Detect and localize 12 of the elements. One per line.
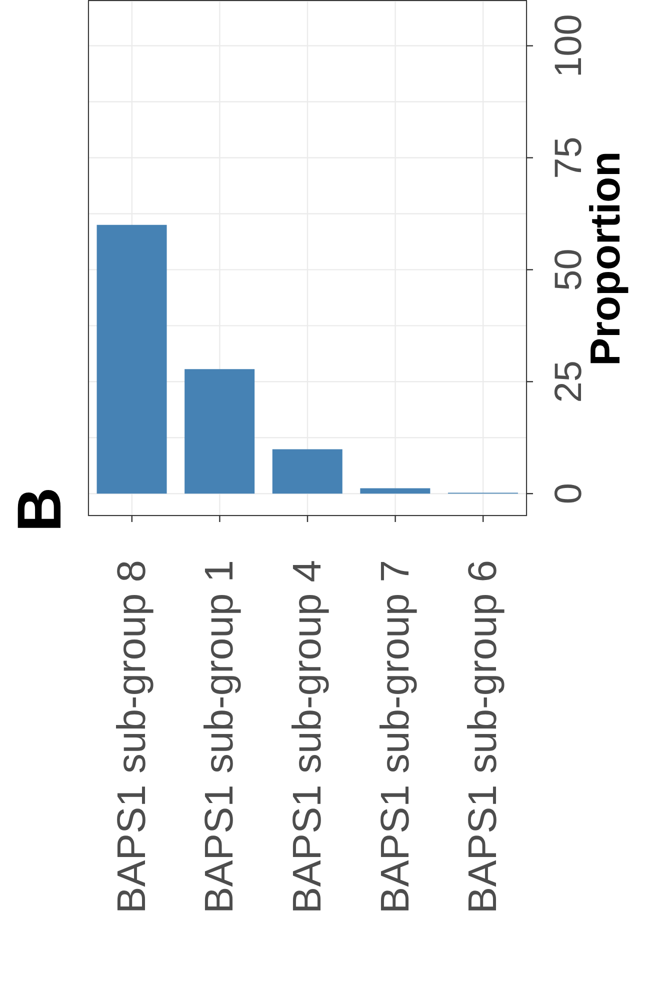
bar — [360, 488, 430, 494]
y-tick-label: 100 — [548, 14, 590, 78]
bar — [272, 449, 342, 494]
bar — [96, 224, 167, 494]
x-tick-label: BAPS1 sub-group 6 — [461, 560, 506, 914]
bar — [184, 369, 255, 494]
y-tick-label: 0 — [548, 483, 590, 504]
x-tick-label: BAPS1 sub-group 1 — [198, 560, 242, 914]
x-tick-label: BAPS1 sub-group 7 — [373, 560, 418, 914]
x-tick-label: BAPS1 sub-group 8 — [110, 560, 154, 914]
text: B — [6, 487, 74, 532]
x-tick-label: BAPS1 sub-group 4 — [286, 560, 330, 914]
